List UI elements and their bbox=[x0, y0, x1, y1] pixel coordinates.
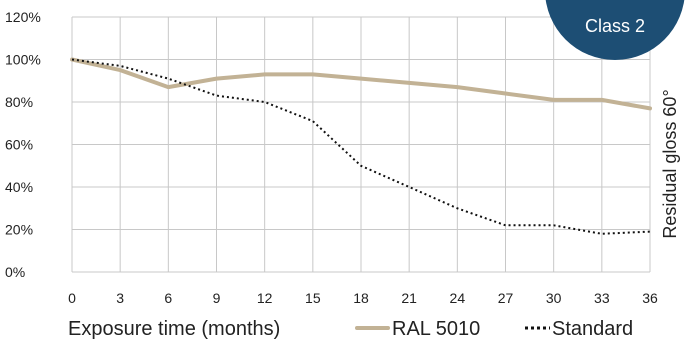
x-tick-label: 0 bbox=[68, 290, 76, 306]
grid bbox=[71, 16, 651, 273]
legend: RAL 5010 Standard bbox=[355, 318, 633, 340]
x-tick-label: 24 bbox=[450, 290, 466, 306]
x-tick-label: 27 bbox=[498, 290, 514, 306]
x-tick-label: 30 bbox=[546, 290, 562, 306]
y-tick-label: 40% bbox=[5, 179, 33, 195]
legend-label-standard: Standard bbox=[552, 318, 633, 340]
class-badge-circle bbox=[545, 0, 685, 60]
x-tick-label: 6 bbox=[164, 290, 172, 306]
y-axis-label: Residual gloss 60° bbox=[660, 89, 680, 238]
y-tick-label: 60% bbox=[5, 137, 33, 153]
y-tick-label: 100% bbox=[5, 52, 41, 68]
x-tick-label: 3 bbox=[116, 290, 124, 306]
x-tick-label: 33 bbox=[594, 290, 610, 306]
y-tick-label: 120% bbox=[5, 9, 41, 25]
class-badge: Class 2 bbox=[545, 0, 685, 60]
x-tick-label: 18 bbox=[353, 290, 369, 306]
legend-label-ral-5010: RAL 5010 bbox=[392, 318, 480, 340]
series-line-ral-5010 bbox=[70, 57, 652, 111]
x-tick-label: 21 bbox=[401, 290, 417, 306]
x-axis-label: Exposure time (months) bbox=[68, 318, 280, 340]
y-tick-label: 20% bbox=[5, 222, 33, 238]
x-tick-label: 36 bbox=[642, 290, 658, 306]
class-badge-label: Class 2 bbox=[585, 16, 645, 36]
x-tick-label: 15 bbox=[305, 290, 321, 306]
y-tick-label: 80% bbox=[5, 94, 33, 110]
x-tick-label: 12 bbox=[257, 290, 273, 306]
x-tick-labels: 0 3 6 9 12 15 18 21 24 27 30 33 36 bbox=[68, 290, 658, 306]
series-line-standard bbox=[71, 58, 651, 235]
series-lines bbox=[70, 57, 652, 235]
y-tick-label: 0% bbox=[5, 264, 25, 280]
x-tick-label: 9 bbox=[213, 290, 221, 306]
y-tick-labels: 0% 20% 40% 60% 80% 100% 120% bbox=[5, 9, 41, 280]
